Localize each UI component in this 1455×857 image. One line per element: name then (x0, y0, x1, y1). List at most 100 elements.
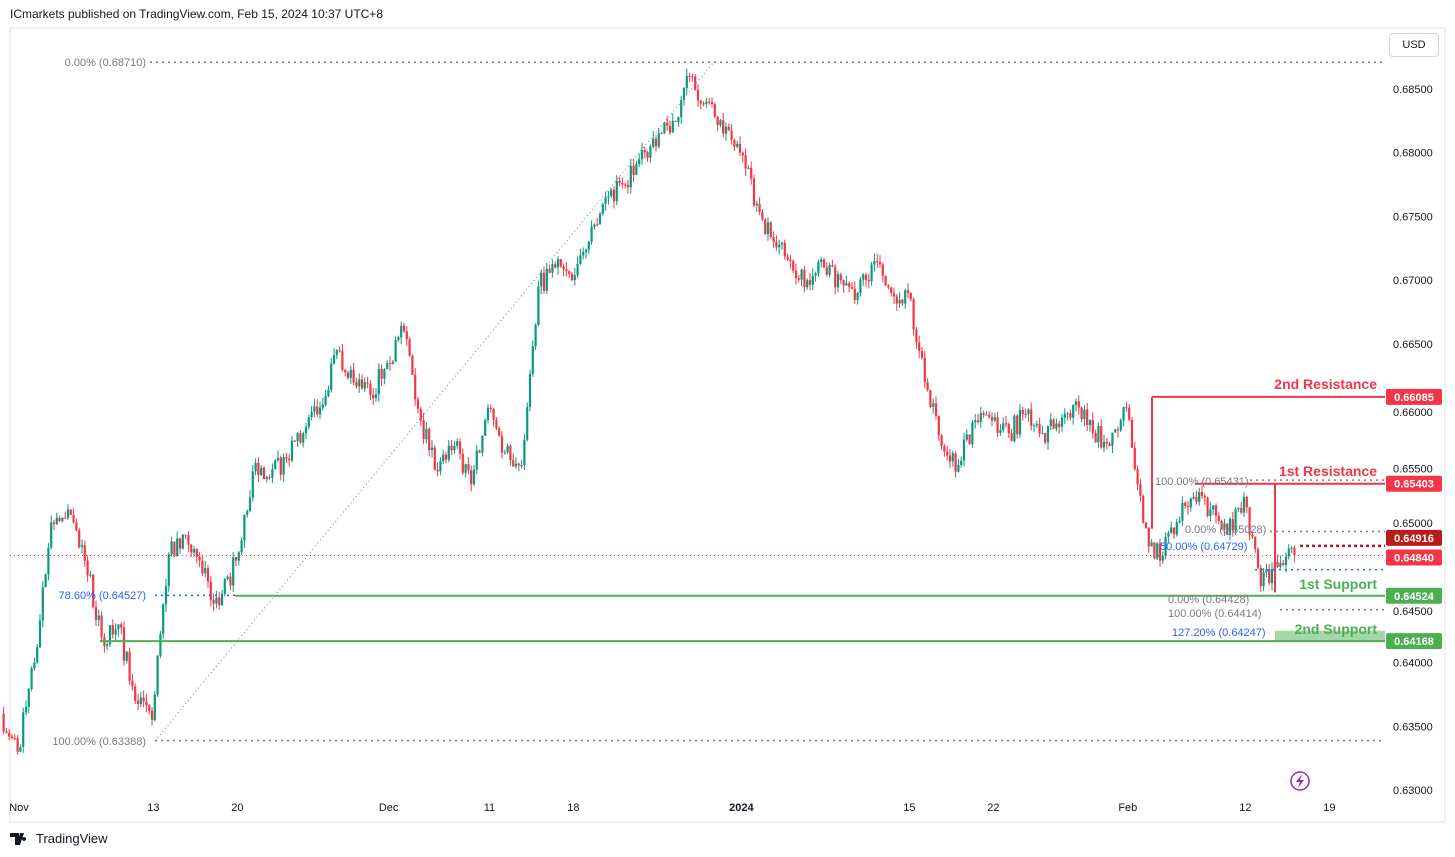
time-tick: 15 (903, 802, 915, 814)
candle-body (839, 274, 842, 281)
candle-body (100, 615, 103, 638)
candle-body (954, 453, 957, 472)
candle-body (523, 439, 526, 466)
candle-body (355, 382, 358, 387)
price-label: 0.64916 (1394, 533, 1434, 545)
candle-body (486, 407, 490, 420)
candle-body (948, 455, 952, 462)
candle-body (1021, 409, 1024, 414)
candle-body (1172, 527, 1176, 535)
candle-body (1077, 401, 1080, 408)
candle-body (470, 470, 473, 485)
candle-body (122, 627, 126, 661)
fib-label: 100.00% (0.64414) (1168, 608, 1262, 620)
candle-body (730, 130, 733, 140)
candle-body (584, 249, 588, 252)
candle-body (988, 414, 991, 418)
candle-body (545, 268, 548, 291)
candle-body (262, 467, 266, 480)
candle-body (1212, 505, 1215, 510)
price-label-bg (1386, 549, 1442, 566)
candle-body (428, 428, 431, 451)
candle-body (386, 363, 389, 370)
price-axis[interactable]: 0.68500 0.68000 0.67500 0.67000 0.66500 0.660… (1393, 84, 1433, 797)
candle-body (422, 420, 425, 440)
candle-body (724, 126, 728, 134)
price-label-bg (1386, 633, 1442, 650)
time-axis[interactable]: Nov 13 20 Dec 11 18 2024 15 22 Feb 12 19 (9, 802, 1335, 814)
candle-body (425, 428, 428, 440)
price-label-bg (1386, 388, 1442, 405)
candle-body (772, 236, 775, 242)
candle-body (27, 689, 30, 707)
candle-body (685, 76, 688, 89)
candle-body (971, 422, 974, 445)
candle-body (682, 88, 686, 101)
candle-body (274, 460, 277, 470)
candle-body (1133, 447, 1136, 470)
level-label: 1st Support (1299, 576, 1377, 592)
candle-body (915, 329, 918, 343)
candle-body (374, 394, 378, 399)
fib-label: 100.00% (0.63388) (52, 736, 146, 748)
candle-body (75, 522, 78, 531)
candle-body (1052, 419, 1055, 429)
candle-body (55, 517, 58, 524)
candle-body (5, 731, 8, 733)
candle-body (184, 534, 187, 536)
candle-body (1153, 542, 1156, 559)
candle-body (38, 620, 42, 648)
candle-body (531, 346, 534, 374)
tradingview-logo[interactable]: TradingView (10, 831, 108, 846)
candle-body (195, 549, 198, 557)
candle-body (481, 435, 484, 453)
candle-body (1058, 423, 1061, 427)
candle-body (582, 251, 585, 256)
candle-body (943, 445, 946, 452)
candle-body (800, 269, 803, 280)
candle-body (680, 100, 683, 118)
candle-body (1161, 555, 1164, 561)
candle-body (1206, 497, 1209, 517)
candle-body (691, 76, 694, 78)
candle-body (1013, 415, 1016, 441)
candle-body (752, 178, 756, 206)
candle-body (831, 265, 834, 267)
candle-body (694, 76, 697, 90)
time-tick: Dec (379, 802, 399, 814)
candle-body (618, 181, 621, 183)
currency-button[interactable]: USD (1389, 33, 1439, 57)
candle-body (688, 76, 691, 78)
candle-body (447, 445, 450, 460)
candle-body (593, 224, 596, 227)
candle-body (192, 549, 196, 553)
candle-body (937, 415, 940, 436)
candle-body (1186, 505, 1190, 508)
fib-label: 78.60% (0.64527) (59, 590, 146, 602)
candle-body (604, 197, 607, 204)
candle-body (78, 530, 81, 548)
candle-body (1175, 522, 1178, 535)
candle-body (24, 706, 28, 713)
candle-body (668, 125, 672, 133)
candle-body (836, 274, 840, 288)
publish-info: ICmarkets published on TradingView.com, … (10, 7, 383, 21)
candle-body (1158, 543, 1162, 561)
lightning-icon[interactable] (1290, 771, 1310, 791)
candle-body (1105, 441, 1108, 444)
candle-body (1066, 413, 1069, 415)
candle-body (464, 464, 467, 473)
candle-body (957, 465, 960, 472)
candle-body (733, 139, 736, 147)
current-price-label: 0.64840 (1394, 553, 1434, 565)
candle-body (106, 644, 109, 647)
candle-body (1237, 507, 1240, 510)
candle-body (383, 369, 386, 379)
candle-body (554, 264, 557, 268)
candle-body (293, 440, 296, 442)
chart-border (9, 27, 1446, 823)
candle-body (139, 697, 142, 705)
candle-body (316, 406, 319, 415)
candle-body (444, 454, 448, 460)
